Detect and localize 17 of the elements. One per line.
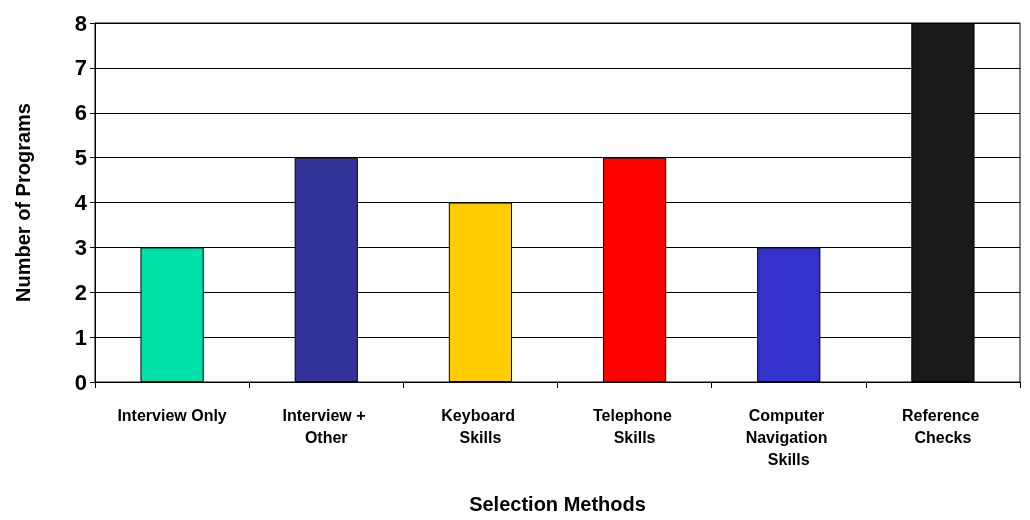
y-tick-label: 2 [74,279,87,305]
y-tick-label: 3 [74,234,87,260]
y-tick-label: 4 [74,190,88,215]
y-tick-label: 0 [74,369,87,395]
x-tick-label: Telephone Skills [592,406,677,446]
x-tick-label: Computer Navigation Skills [745,406,832,468]
y-tick-label: 8 [74,10,87,36]
y-tick-label: 1 [74,324,87,350]
x-tick-label: Interview Only [117,406,227,424]
y-tick-label: 7 [74,55,87,81]
x-axis-title: Selection Methods [469,493,646,515]
x-tick-label: Reference Checks [902,406,984,446]
y-tick-label: 6 [74,100,87,126]
y-tick-label: 5 [74,145,87,171]
y-axis-title: Number of Programs [12,103,34,302]
x-tick-label: Keyboard Skills [441,406,520,446]
x-tick-label: Interview + Other [282,406,371,446]
